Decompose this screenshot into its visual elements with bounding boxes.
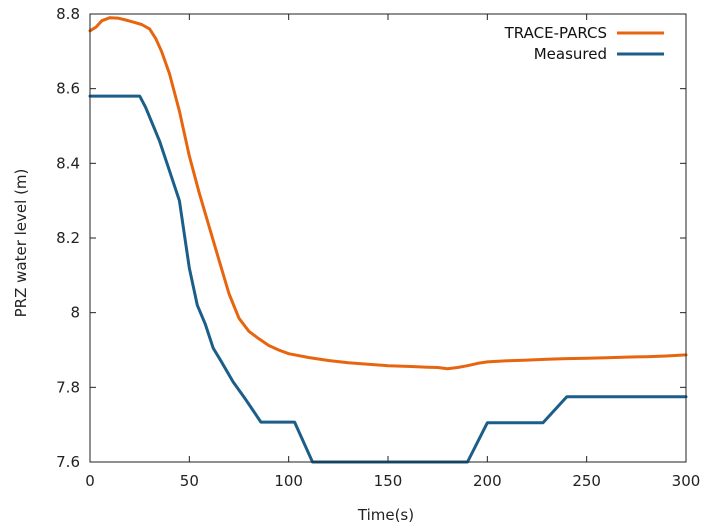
y-tick-labels: 7.6 7.8 8 8.2 8.4 8.6 8.8 bbox=[56, 5, 80, 471]
x-tick-label: 0 bbox=[85, 472, 95, 490]
legend: TRACE-PARCS Measured bbox=[504, 24, 664, 63]
series-lines bbox=[88, 16, 688, 464]
x-tick-label: 100 bbox=[274, 472, 303, 490]
series-line-measured bbox=[88, 94, 688, 464]
legend-label: Measured bbox=[534, 45, 607, 63]
y-tick-label: 8.2 bbox=[56, 229, 80, 247]
x-tick-label: 300 bbox=[672, 472, 701, 490]
x-tick-labels: 0 50 100 150 200 250 300 bbox=[85, 472, 700, 490]
y-tick-label: 8.4 bbox=[56, 154, 80, 172]
x-tick-label: 50 bbox=[180, 472, 199, 490]
series-line-trace-parcs bbox=[88, 16, 688, 371]
y-tick-label: 7.8 bbox=[56, 378, 80, 396]
x-tick-label: 200 bbox=[473, 472, 502, 490]
axis-ticks bbox=[89, 13, 687, 463]
x-tick-label: 150 bbox=[374, 472, 403, 490]
y-tick-label: 8.8 bbox=[56, 5, 80, 23]
x-tick-label: 250 bbox=[572, 472, 601, 490]
y-tick-label: 8.6 bbox=[56, 80, 80, 98]
legend-label: TRACE-PARCS bbox=[504, 24, 607, 42]
plot-frame bbox=[89, 13, 687, 463]
y-tick-label: 8 bbox=[70, 304, 80, 322]
y-axis-title: PRZ water level (m) bbox=[12, 169, 30, 318]
y-tick-label: 7.6 bbox=[56, 453, 80, 471]
x-axis-title: Time(s) bbox=[357, 506, 414, 524]
